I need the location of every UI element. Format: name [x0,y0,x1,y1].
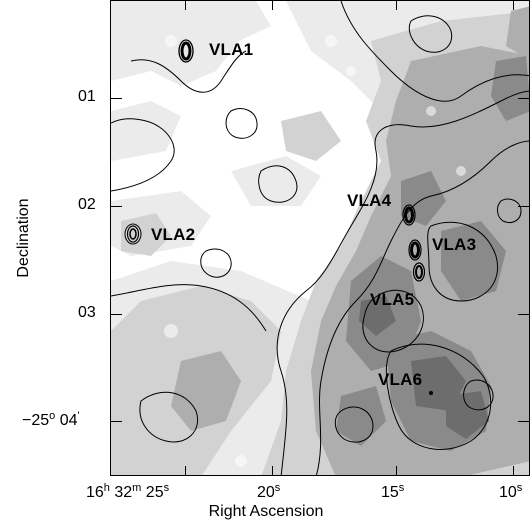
y-ticklabel-2: 03 [78,304,96,321]
vla6-source [429,391,433,395]
vla5-source [415,265,423,279]
x-ticklabel-0: 16h 32m 25s [86,482,170,501]
y-tick-right [518,98,530,99]
y-axis-label: Declination [15,198,32,278]
source-label-vla6: VLA6 [378,370,423,389]
y-tick-major [110,314,122,315]
source-label-vla1: VLA1 [209,40,254,59]
x-tick-top [513,0,514,10]
y-tick-major [110,421,122,422]
y-ticklabel-0: 01 [78,88,96,105]
y-ticklabel-3: −25o 04' [22,410,80,429]
vla1-source [180,41,192,61]
x-ticklabel-1: 20s [257,482,281,501]
x-tick-major [185,466,186,476]
y-tick-right [518,206,530,207]
map-panel [110,0,530,476]
vla2-source [129,228,137,240]
y-tick-major [110,98,122,99]
contour-lines [111,1,529,475]
source-label-vla3: VLA3 [432,235,477,254]
vla4-source [404,206,414,224]
x-ticklabel-3: 10s [499,482,523,501]
x-ticklabel-2: 15s [381,482,405,501]
x-tick-major [272,466,273,476]
source-label-vla5: VLA5 [370,290,415,309]
y-tick-major [110,206,122,207]
x-axis-label: Right Ascension [208,503,324,520]
y-tick-right [518,314,530,315]
x-tick-major [396,466,397,476]
source-label-vla4: VLA4 [347,191,392,210]
y-tick-right [518,421,530,422]
x-tick-major [513,466,514,476]
grayscale-map [111,1,529,475]
speckle-layer [164,35,466,467]
x-tick-top [185,0,186,10]
source-contours [124,39,433,395]
source-label-vla2: VLA2 [151,225,196,244]
y-ticklabel-1: 02 [78,196,96,213]
vla3-source [410,241,420,259]
x-tick-top [396,0,397,10]
x-tick-top [272,0,273,10]
